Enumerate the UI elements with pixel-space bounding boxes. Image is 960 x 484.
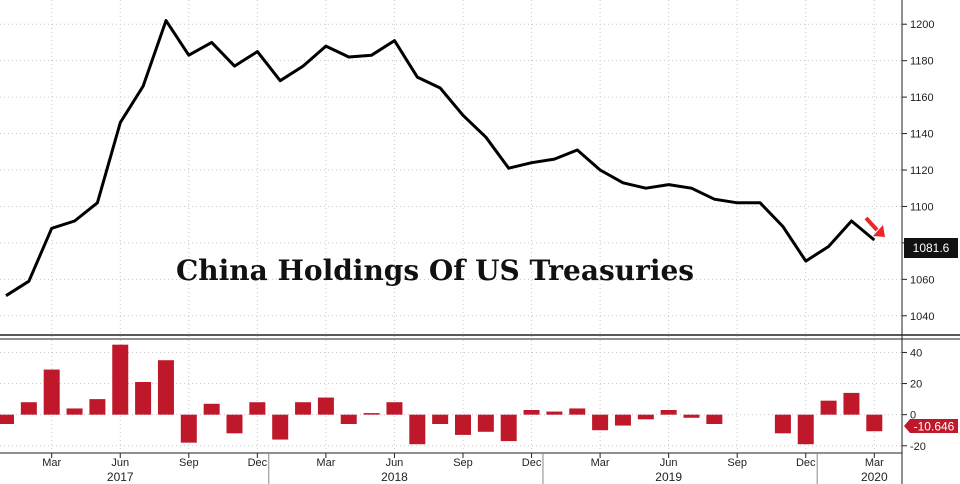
change-bar [112,344,129,415]
change-bar [477,414,494,432]
change-bar [409,414,426,445]
change-bar [432,414,449,424]
change-bar [546,411,563,415]
bottom-y-tick-labels: -20 0 20 40 [902,347,926,453]
change-bar [866,414,883,432]
change-bar [272,414,289,440]
change-bar [774,414,791,434]
change-bar [683,414,700,418]
change-bar [340,414,357,424]
chart-title: China Holdings Of US Treasuries [176,254,694,287]
x-month-label: Jun [111,457,129,469]
change-bar [706,414,723,424]
x-month-label: Dec [248,457,268,469]
change-bar [363,413,380,415]
last-value-label-bottom: -10.646 [914,420,955,434]
x-month-label: Mar [591,457,610,469]
x-month-label: Jun [386,457,404,469]
change-bar [0,414,14,424]
change-bar [180,414,197,443]
last-value-label-top: 1081.6 [913,241,950,255]
x-month-label: Mar [42,457,61,469]
vertical-grid [51,0,875,452]
change-bar [500,414,517,442]
change-bar [523,410,540,415]
change-bar [157,360,174,415]
change-bar [295,402,312,415]
bottom-y-tick-label: 20 [910,379,922,391]
change-bar [226,414,243,434]
change-bar [614,414,631,426]
x-month-label: Dec [522,457,542,469]
x-year-label: 2017 [107,470,134,484]
x-month-label: Sep [727,457,747,469]
x-month-label: Mar [865,457,884,469]
bottom-y-tick-label: -20 [910,441,926,453]
x-month-label: Jun [660,457,678,469]
change-bar [135,382,152,415]
top-y-tick-label: 1120 [910,165,934,177]
change-bar [455,414,471,435]
x-tick-labels: Mar Jun Sep Dec Mar Jun Sep Dec Mar Jun Sep Dec Mar2… [42,453,888,484]
last-value-badge-bottom: -10.646 [904,419,958,434]
change-bar [569,408,586,415]
change-bar [797,414,814,445]
x-month-label: Sep [179,457,199,469]
x-month-label: Mar [316,457,335,469]
change-bar [43,369,60,415]
top-y-tick-label: 1200 [910,19,934,31]
top-y-tick-label: 1140 [910,129,934,141]
x-year-label: 2019 [655,470,682,484]
top-y-tick-label: 1060 [910,274,934,286]
change-bar [637,414,654,420]
top-y-tick-labels: 104010601080110011201140116011801200 [902,19,934,323]
x-month-label: Sep [453,457,473,469]
change-bars [0,344,883,445]
change-bar [820,400,837,415]
change-bar [89,399,106,415]
change-bar [317,397,334,415]
x-year-label: 2018 [381,470,408,484]
change-bar [386,402,403,415]
change-bar [660,410,677,415]
change-bar [66,408,83,415]
top-y-tick-label: 1100 [910,201,934,213]
change-bar [843,392,860,415]
bottom-y-tick-label: 0 [910,410,916,422]
x-month-label: Dec [796,457,816,469]
holdings-line [5,19,876,297]
change-bar [203,403,220,415]
change-bar [20,402,37,415]
down-right-arrow-icon [864,216,885,237]
top-y-tick-label: 1040 [910,311,934,323]
bottom-y-tick-label: 40 [910,347,922,359]
change-bar [249,402,266,415]
change-bar [592,414,609,431]
last-value-badge-top: 1081.6 [904,238,958,258]
top-y-tick-label: 1180 [910,56,934,68]
x-year-label: 2020 [861,470,888,484]
top-y-tick-label: 1160 [910,92,934,104]
